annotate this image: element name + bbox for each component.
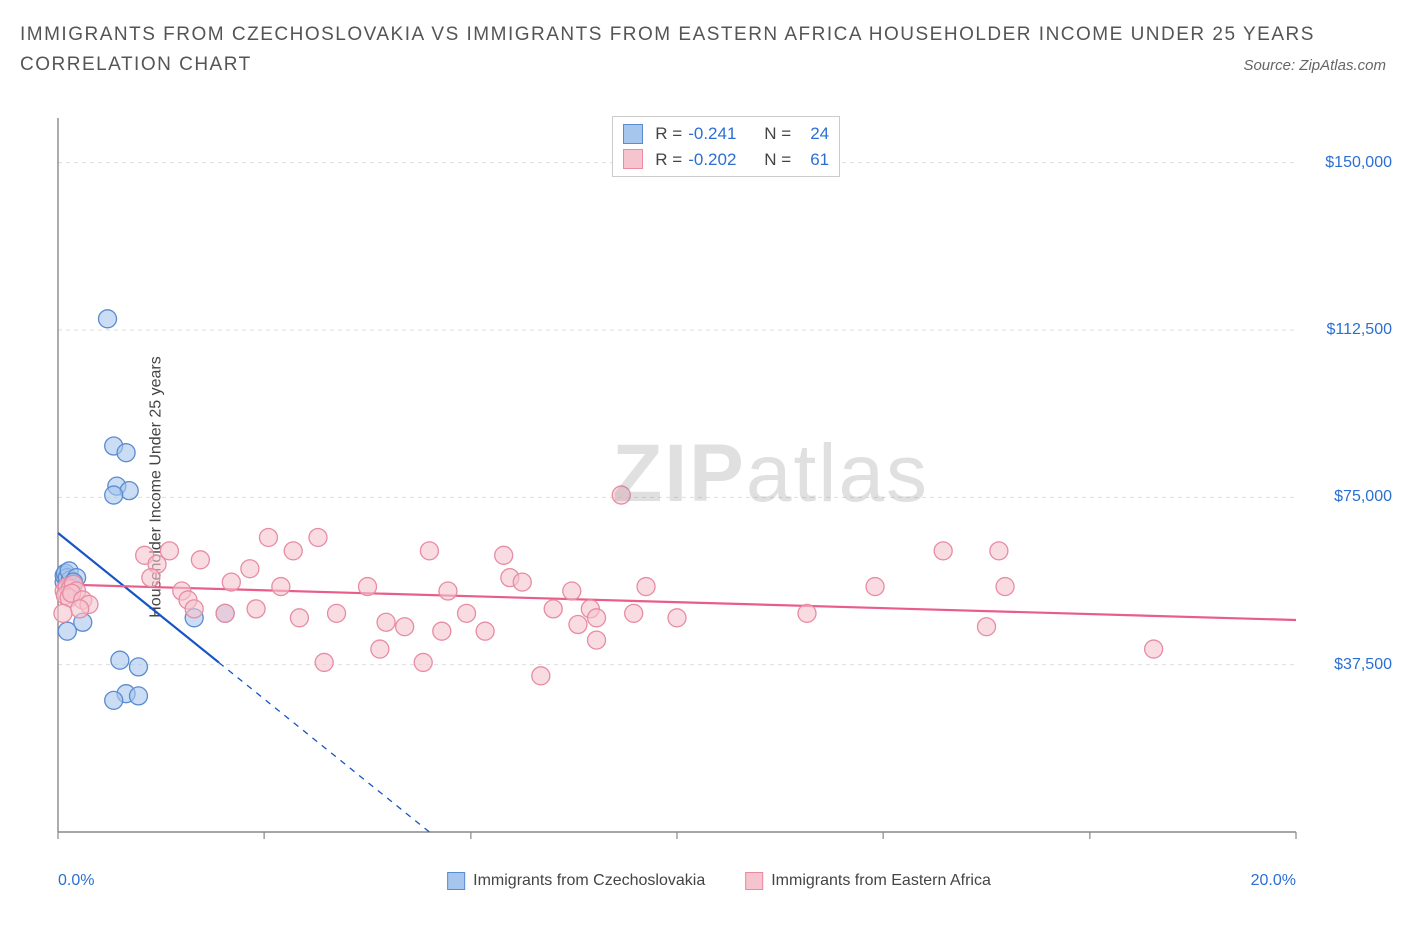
chart-title: IMMIGRANTS FROM CZECHOSLOVAKIA VS IMMIGR… <box>20 18 1386 52</box>
legend-swatch-1b <box>447 872 465 890</box>
chart-area: Householder Income Under 25 years ZIPatl… <box>52 112 1386 862</box>
legend-swatch-1 <box>623 124 643 144</box>
legend-swatch-2b <box>745 872 763 890</box>
n-value-2: 61 <box>797 147 829 173</box>
correlation-legend: R = -0.241 N = 24 R = -0.202 N = 61 <box>612 116 840 177</box>
y-tick-label: $75,000 <box>1334 488 1392 506</box>
r-value-2: -0.202 <box>688 147 748 173</box>
r-label: R = <box>655 121 682 147</box>
legend-swatch-2 <box>623 149 643 169</box>
n-value-1: 24 <box>797 121 829 147</box>
chart-subtitle: CORRELATION CHART <box>20 54 252 76</box>
scatter-plot <box>52 112 1386 862</box>
series-legend: Immigrants from Czechoslovakia Immigrant… <box>447 872 991 890</box>
legend-label-2: Immigrants from Eastern Africa <box>771 872 991 890</box>
legend-row-series-1: R = -0.241 N = 24 <box>623 121 829 147</box>
r-value-1: -0.241 <box>688 121 748 147</box>
y-tick-label: $37,500 <box>1334 656 1392 674</box>
x-tick-label: 20.0% <box>1251 872 1296 890</box>
subtitle-row: CORRELATION CHART Source: ZipAtlas.com <box>20 54 1386 76</box>
source-attribution: Source: ZipAtlas.com <box>1243 57 1386 74</box>
r-label: R = <box>655 147 682 173</box>
y-tick-label: $150,000 <box>1325 154 1392 172</box>
n-label: N = <box>764 121 791 147</box>
n-label: N = <box>764 147 791 173</box>
y-tick-label: $112,500 <box>1326 321 1392 339</box>
legend-label-1: Immigrants from Czechoslovakia <box>473 872 705 890</box>
x-tick-label: 0.0% <box>58 872 94 890</box>
chart-header: IMMIGRANTS FROM CZECHOSLOVAKIA VS IMMIGR… <box>0 0 1406 76</box>
legend-row-series-2: R = -0.202 N = 61 <box>623 147 829 173</box>
legend-item-1: Immigrants from Czechoslovakia <box>447 872 705 890</box>
legend-item-2: Immigrants from Eastern Africa <box>745 872 991 890</box>
